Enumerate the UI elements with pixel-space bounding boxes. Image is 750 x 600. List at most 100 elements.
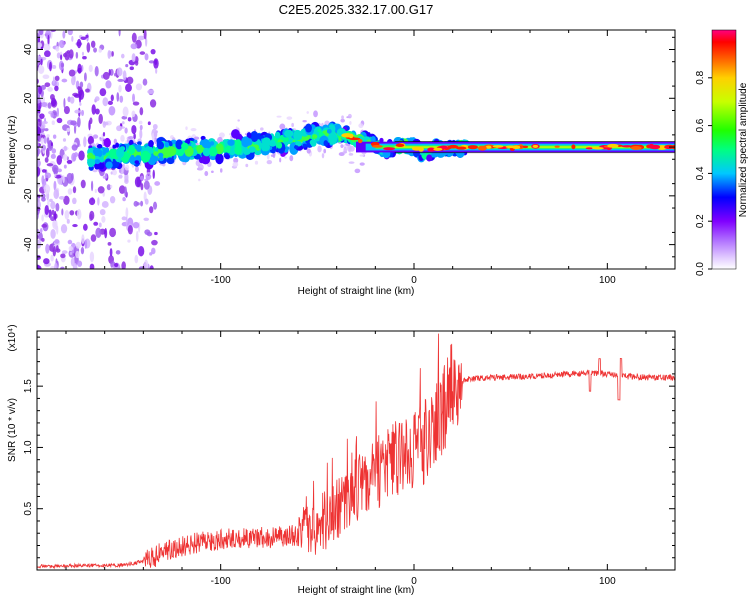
noise-blob <box>94 65 99 77</box>
noise-blob <box>37 255 41 261</box>
noise-blob <box>114 73 117 77</box>
faint-blob <box>276 115 282 118</box>
noise-blob <box>47 86 53 92</box>
faint-blob <box>279 123 286 130</box>
ridge-blob <box>293 131 303 141</box>
ridge-blob <box>166 157 175 165</box>
noise-blob <box>90 234 97 242</box>
faint-blob <box>232 161 239 168</box>
ridge-blob <box>426 154 433 162</box>
noise-blob <box>67 96 71 103</box>
noise-blob <box>121 121 125 125</box>
noise-blob <box>42 74 50 80</box>
snr-x-tick-label-2: 100 <box>599 576 616 587</box>
ridge-blob <box>204 152 209 156</box>
noise-blob <box>44 82 51 88</box>
noise-blob <box>133 133 136 140</box>
noise-blob <box>50 93 55 101</box>
ridge-blob <box>158 156 164 162</box>
hot-blob <box>621 145 633 148</box>
noise-blob <box>62 30 66 39</box>
noise-blob <box>140 183 144 191</box>
faint-blob <box>233 157 239 164</box>
noise-blob <box>135 83 143 91</box>
noise-blob <box>149 99 157 108</box>
ridge-blob <box>148 140 154 148</box>
snr-y-tick-label-0: 0.5 <box>23 501 34 515</box>
noise-blob <box>54 75 60 82</box>
noise-blob <box>38 105 41 114</box>
ridge-blob <box>379 137 384 143</box>
noise-blob <box>69 251 73 255</box>
colorbar-label: Normalized spectral amplitude <box>738 82 749 217</box>
noise-blob <box>151 247 156 255</box>
noise-blob <box>122 196 126 202</box>
ridge-blob <box>140 150 151 163</box>
noise-blob <box>110 94 114 102</box>
noise-blob <box>116 67 123 77</box>
hot-blob <box>522 145 529 149</box>
noise-blob <box>118 84 122 93</box>
noise-blob <box>38 85 43 95</box>
ridge-blob <box>366 132 371 137</box>
noise-blob <box>54 85 59 92</box>
noise-blob <box>99 208 106 216</box>
noise-blob <box>117 78 124 82</box>
noise-blob <box>37 42 42 49</box>
hot-blob <box>585 147 593 150</box>
noise-blob <box>109 227 117 238</box>
noise-blob <box>86 42 91 53</box>
noise-blob <box>131 53 136 62</box>
noise-blob <box>134 176 142 188</box>
spec-y-tick-label-2: 0 <box>23 144 34 150</box>
noise-blob <box>60 266 65 269</box>
hot-blob <box>492 145 504 148</box>
noise-blob <box>69 210 75 216</box>
noise-blob <box>56 52 61 59</box>
hot-blob <box>630 146 642 150</box>
faint-blob <box>185 126 188 131</box>
ridge-blob <box>215 153 224 165</box>
noise-blob <box>45 30 51 40</box>
noise-blob <box>132 93 136 103</box>
faint-blob <box>348 153 354 156</box>
noise-blob <box>120 134 125 142</box>
noise-blob <box>52 76 55 84</box>
noise-blob <box>99 88 107 97</box>
noise-blob <box>52 245 57 257</box>
noise-blob <box>143 30 147 40</box>
noise-blob <box>129 66 134 71</box>
hot-blob <box>383 147 396 151</box>
ridge-blob <box>209 146 218 157</box>
noise-blob <box>39 113 45 119</box>
spectrogram-x-label: Height of straight line (km) <box>298 286 415 297</box>
faint-blob <box>349 120 352 125</box>
ridge-blob <box>185 138 191 145</box>
noise-blob <box>77 63 82 74</box>
noise-blob <box>51 209 55 216</box>
colorbar-gradient <box>711 29 737 270</box>
noise-blob <box>79 81 84 88</box>
noise-blob <box>144 259 149 269</box>
hot-blob <box>571 144 576 150</box>
hot-blob <box>485 145 492 149</box>
faint-blob <box>102 121 107 128</box>
hot-blob <box>467 145 478 150</box>
faint-blob <box>204 171 209 177</box>
ridge-blob <box>181 142 189 150</box>
noise-blob <box>43 43 51 52</box>
noise-blob <box>115 250 121 255</box>
noise-blob <box>71 76 76 86</box>
ridge-blob <box>276 141 283 149</box>
hot-blob <box>511 145 521 150</box>
noise-blob <box>66 172 74 184</box>
noise-blob <box>104 228 108 239</box>
faint-blob <box>341 115 344 120</box>
noise-blob <box>134 60 139 66</box>
noise-blob <box>72 224 78 228</box>
noise-blob <box>131 32 137 43</box>
noise-blob <box>93 221 99 226</box>
spec-y-tick-label-1: 20 <box>23 92 34 104</box>
noise-blob <box>53 189 60 200</box>
ridge-blob <box>227 139 235 146</box>
